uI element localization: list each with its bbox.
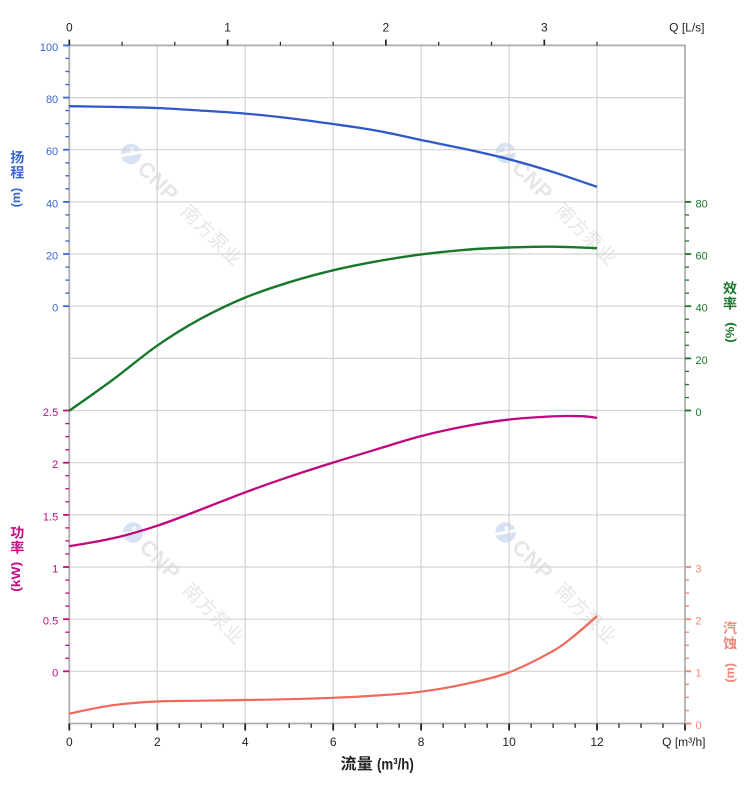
svg-text:1: 1 xyxy=(52,563,58,575)
svg-text:20: 20 xyxy=(46,250,58,262)
svg-text:3: 3 xyxy=(696,563,702,575)
svg-text:0: 0 xyxy=(52,668,58,680)
svg-text:40: 40 xyxy=(46,198,58,210)
svg-text:12: 12 xyxy=(590,735,604,749)
svg-text:0.5: 0.5 xyxy=(43,616,58,628)
svg-text:(m): (m) xyxy=(723,663,737,683)
svg-text:0: 0 xyxy=(66,735,73,749)
svg-text:100: 100 xyxy=(40,42,58,54)
svg-text:2: 2 xyxy=(154,735,161,749)
svg-text:(%): (%) xyxy=(723,322,737,342)
svg-text:0: 0 xyxy=(696,720,702,732)
svg-text:(m³/h): (m³/h) xyxy=(377,756,414,773)
svg-text:1: 1 xyxy=(696,668,702,680)
svg-text:80: 80 xyxy=(46,94,58,106)
svg-text:0: 0 xyxy=(52,303,58,315)
svg-text:40: 40 xyxy=(696,303,708,315)
svg-text:4: 4 xyxy=(242,735,249,749)
svg-text:0: 0 xyxy=(696,407,702,419)
svg-text:(m): (m) xyxy=(9,188,23,208)
svg-text:1: 1 xyxy=(224,21,231,35)
svg-text:0: 0 xyxy=(66,21,73,35)
svg-text:2: 2 xyxy=(383,21,390,35)
svg-text:60: 60 xyxy=(46,146,58,158)
svg-text:8: 8 xyxy=(418,735,425,749)
svg-text:60: 60 xyxy=(696,250,708,262)
svg-text:(kW): (kW) xyxy=(9,562,23,592)
svg-text:6: 6 xyxy=(330,735,337,749)
svg-text:2: 2 xyxy=(696,616,702,628)
svg-text:20: 20 xyxy=(696,355,708,367)
svg-text:10: 10 xyxy=(502,735,516,749)
svg-text:2: 2 xyxy=(52,459,58,471)
svg-text:Q [L/s]: Q [L/s] xyxy=(669,21,704,35)
svg-text:80: 80 xyxy=(696,198,708,210)
svg-text:3: 3 xyxy=(541,21,548,35)
svg-text:1.5: 1.5 xyxy=(43,511,58,523)
svg-text:Q [m³/h]: Q [m³/h] xyxy=(662,735,705,749)
svg-text:2.5: 2.5 xyxy=(43,407,58,419)
